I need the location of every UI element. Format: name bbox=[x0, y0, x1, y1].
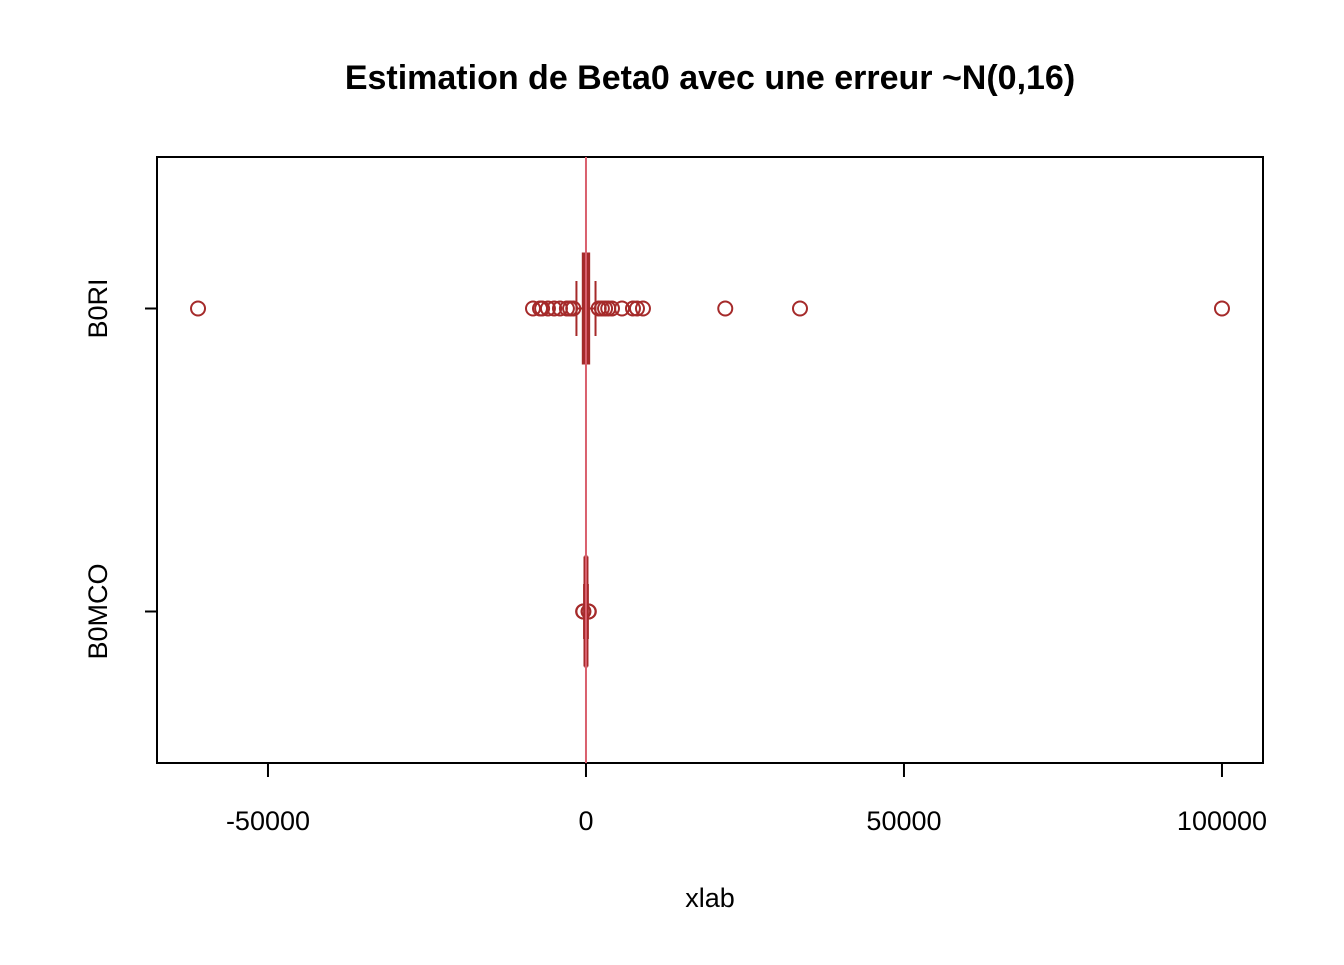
outlier bbox=[624, 300, 641, 317]
outlier bbox=[546, 300, 563, 317]
outlier bbox=[190, 300, 207, 317]
outlier bbox=[717, 300, 734, 317]
x-tick-label: 0 bbox=[578, 806, 593, 836]
y-tick-label: B0RI bbox=[83, 278, 113, 338]
outlier bbox=[628, 300, 645, 317]
x-tick-label: -50000 bbox=[226, 806, 310, 836]
y-tick-label: B0MCO bbox=[83, 563, 113, 659]
outlier bbox=[603, 300, 620, 317]
plot-frame bbox=[156, 156, 1264, 764]
x-axis-label: xlab bbox=[685, 883, 735, 913]
outlier bbox=[534, 300, 551, 317]
outlier bbox=[634, 300, 651, 317]
outlier bbox=[539, 300, 556, 317]
outlier bbox=[613, 300, 630, 317]
outlier bbox=[565, 300, 582, 317]
outlier bbox=[580, 603, 597, 620]
outlier bbox=[791, 300, 808, 317]
outlier bbox=[575, 603, 592, 620]
x-tick-label: 100000 bbox=[1177, 806, 1267, 836]
chart-title: Estimation de Beta0 avec une erreur ~N(0… bbox=[345, 59, 1075, 97]
x-tick-label: 50000 bbox=[866, 806, 941, 836]
outlier bbox=[1213, 300, 1230, 317]
